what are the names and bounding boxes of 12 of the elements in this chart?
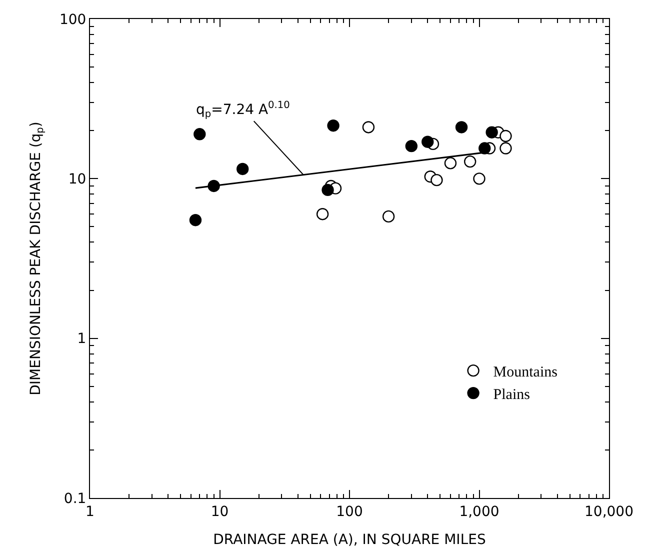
- y-tick-label: 1: [77, 331, 86, 348]
- x-tick-label: 1,000: [459, 504, 500, 520]
- x-tick-label: 100: [336, 504, 363, 520]
- x-tick-label: 10,000: [584, 504, 634, 520]
- x-tick-label: 10: [210, 504, 229, 520]
- legend-label: Plains: [493, 386, 530, 403]
- x-axis-title: DRAINAGE AREA (A), IN SQUARE MILES: [213, 532, 486, 548]
- y-tick-label: 10: [68, 172, 86, 188]
- legend-label: Mountains: [493, 364, 558, 380]
- y-tick-label: 100: [59, 12, 86, 28]
- y-tick-label: 0.1: [64, 490, 86, 507]
- annotation: q$_{p}$=7.24 A$^{0.10}$: [196, 100, 290, 120]
